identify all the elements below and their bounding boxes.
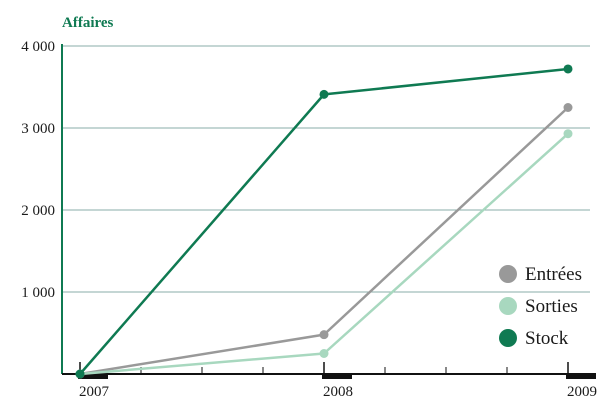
legend-label: Stock <box>525 328 569 349</box>
legend-marker <box>499 265 517 283</box>
data-point <box>563 129 573 139</box>
legend: Entrées Sorties Stock <box>499 264 582 349</box>
legend-label: Entrées <box>525 264 582 285</box>
x-category-marker <box>322 373 352 379</box>
data-point <box>563 64 573 74</box>
y-tick-label: 4 000 <box>21 39 55 55</box>
x-category-marker <box>78 373 108 379</box>
x-tick-label: 2009 <box>567 384 597 398</box>
legend-label: Sorties <box>525 296 578 317</box>
legend-marker <box>499 329 517 347</box>
y-tick-label: 1 000 <box>21 285 55 301</box>
data-point <box>563 103 573 112</box>
y-tick-label: 2 000 <box>21 203 55 219</box>
series-lines <box>75 64 573 379</box>
data-point <box>319 349 329 358</box>
data-point <box>319 330 329 340</box>
series-line-stock <box>79 67 569 375</box>
y-tick-label: 3 000 <box>21 121 55 137</box>
y-axis-label: Affaires <box>62 15 114 31</box>
data-point <box>75 369 85 379</box>
x-tick-label: 2008 <box>323 384 353 398</box>
x-tick-label: 2007 <box>79 384 110 398</box>
grid-lines <box>62 45 590 293</box>
x-category-marker <box>566 373 596 379</box>
data-point <box>319 89 329 99</box>
legend-marker <box>499 297 517 315</box>
y-tick-labels: 1 000 2 000 3 000 4 000 <box>21 39 55 301</box>
